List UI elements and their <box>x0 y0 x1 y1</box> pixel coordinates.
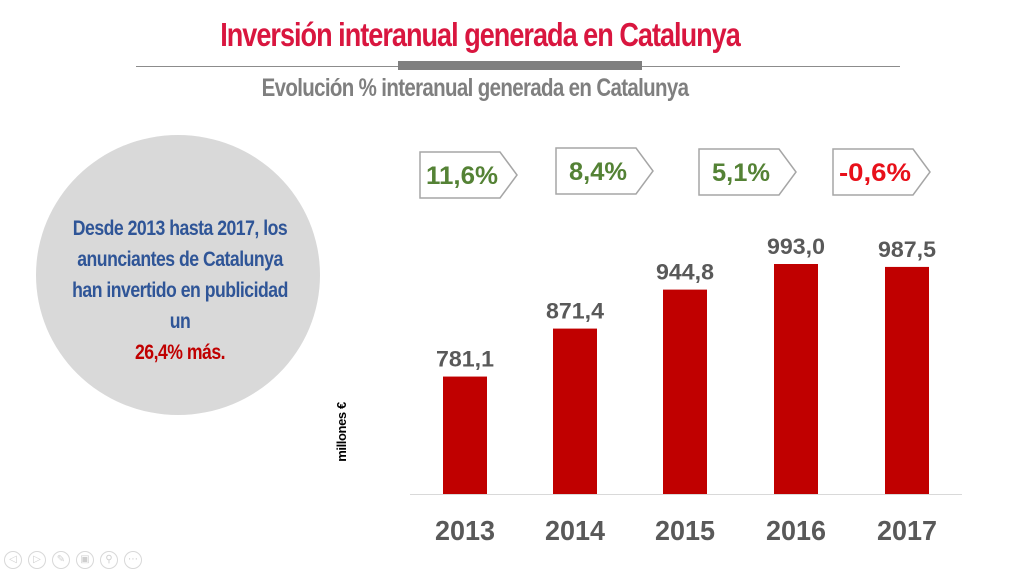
more-icon[interactable]: ⋯ <box>124 551 142 569</box>
bar-2013 <box>443 376 487 494</box>
bar-2014 <box>553 328 597 494</box>
pen-icon[interactable]: ✎ <box>52 551 70 569</box>
growth-callout-3: 5,1% <box>698 148 797 196</box>
value-label-2013: 781,1 <box>436 347 494 372</box>
value-labels: 781,1 871,4 944,8 993,0 987,5 <box>436 234 936 372</box>
x-tick-label-2016: 2016 <box>766 515 826 546</box>
slide-navigation: ◁ ▷ ✎ ▣ ⚲ ⋯ <box>4 551 142 569</box>
callout-value: 5,1% <box>712 159 770 187</box>
zoom-icon[interactable]: ⚲ <box>100 551 118 569</box>
x-tick-label-2015: 2015 <box>655 515 715 546</box>
x-axis-labels: 2013 2014 2015 2016 2017 <box>435 515 937 546</box>
next-slide-icon[interactable]: ▷ <box>28 551 46 569</box>
previous-slide-icon[interactable]: ◁ <box>4 551 22 569</box>
growth-callouts: 11,6% 8,4% 5,1% -0,6% <box>419 147 931 199</box>
value-label-2016: 993,0 <box>767 234 825 259</box>
callout-value: 8,4% <box>569 158 627 186</box>
bar-2016 <box>774 264 818 494</box>
summary-line-2: anunciantes de Catalunya <box>77 248 283 271</box>
x-tick-label-2014: 2014 <box>545 515 605 546</box>
bar-2017 <box>885 266 929 494</box>
value-label-2014: 871,4 <box>546 299 605 324</box>
summary-highlight: 26,4% más. <box>134 341 226 364</box>
page-title: Inversión interanual generada en Catalun… <box>220 16 741 53</box>
summary-circle <box>36 135 320 415</box>
callout-value: 11,6% <box>426 162 498 190</box>
summary-line-1: Desde 2013 hasta 2017, los <box>72 217 288 240</box>
x-tick-label-2013: 2013 <box>435 515 495 546</box>
summary-text: Desde 2013 hasta 2017, los anunciantes d… <box>29 213 331 368</box>
value-label-2015: 944,8 <box>656 260 714 285</box>
summary-line-3: han invertido en publicidad <box>72 279 288 302</box>
bars <box>443 264 929 494</box>
value-label-2017: 987,5 <box>878 237 936 262</box>
bar-2015 <box>663 289 707 494</box>
callout-arrow-shape <box>698 148 797 196</box>
slides-icon[interactable]: ▣ <box>76 551 94 569</box>
callout-arrow-shape <box>832 148 931 196</box>
title-divider-accent <box>398 61 642 70</box>
page-subtitle: Evolución % interanual generada en Catal… <box>261 74 689 102</box>
callout-value: -0,6% <box>839 159 911 187</box>
growth-callout-2: 8,4% <box>555 147 654 195</box>
summary-line-4: un <box>169 310 191 333</box>
callout-arrow-shape <box>419 151 518 199</box>
growth-callout-1: 11,6% <box>419 151 518 199</box>
callout-arrow-shape <box>555 147 654 195</box>
x-tick-label-2017: 2017 <box>877 515 937 546</box>
growth-callout-4: -0,6% <box>832 148 931 196</box>
